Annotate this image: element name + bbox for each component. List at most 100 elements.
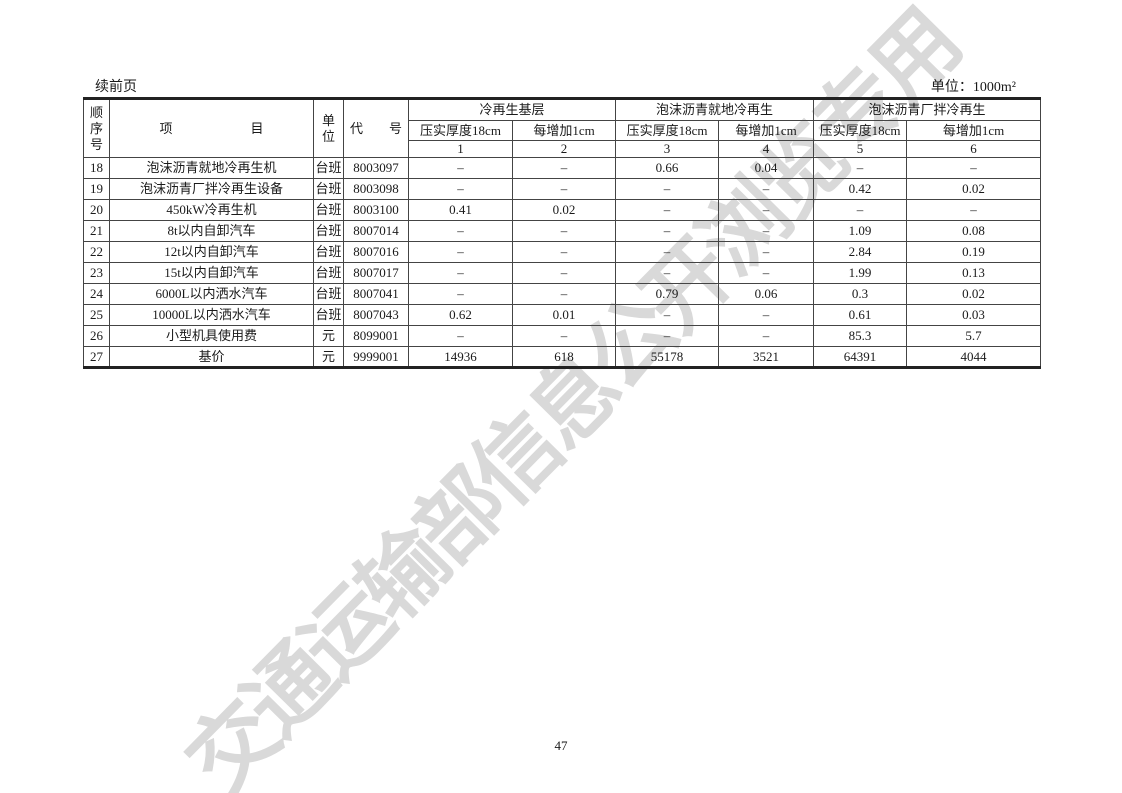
continued-label: 续前页 — [95, 80, 137, 95]
table-row: 23 15t以内自卸汽车 台班 8007017 – – – – 1.99 0.1… — [83, 262, 1042, 284]
cell-code: 8007016 — [343, 241, 409, 263]
cell-unit: 台班 — [313, 178, 344, 200]
header-unit: 单位 — [313, 98, 344, 158]
cell-seq: 26 — [83, 325, 110, 347]
cell-value: 0.03 — [906, 304, 1042, 326]
cell-value: 0.02 — [906, 178, 1042, 200]
cell-seq: 20 — [83, 199, 110, 221]
cell-seq: 25 — [83, 304, 110, 326]
cell-value: 0.3 — [813, 283, 908, 305]
cell-value: – — [511, 283, 617, 305]
cell-value: – — [615, 199, 720, 221]
cell-code: 8003100 — [343, 199, 409, 221]
header-colnum-1: 1 — [408, 140, 513, 158]
cell-code: 8003097 — [343, 157, 409, 179]
cell-unit: 台班 — [313, 283, 344, 305]
cell-item: 450kW冷再生机 — [109, 199, 314, 221]
header-group-foamed-asphalt-plant-mixed: 泡沫沥青厂拌冷再生 — [813, 98, 1042, 121]
header-seq-no-label: 顺序号 — [89, 104, 103, 152]
cell-value: – — [408, 262, 513, 284]
cell-value: – — [408, 178, 513, 200]
cell-value: – — [615, 304, 720, 326]
cell-value: – — [408, 325, 513, 347]
rate-table: 顺序号 项 目 单位 代 号 冷再生基层 泡沫沥青就地冷再生 泡沫沥青厂拌冷再生… — [83, 97, 1042, 369]
header-subcol-2: 每增加1cm — [511, 120, 617, 141]
cell-value: 0.01 — [511, 304, 617, 326]
cell-unit: 台班 — [313, 241, 344, 263]
cell-value: 0.06 — [718, 283, 815, 305]
cell-value: 85.3 — [813, 325, 908, 347]
table-row: 24 6000L以内洒水汽车 台班 8007041 – – 0.79 0.06 … — [83, 283, 1042, 305]
cell-value: – — [813, 157, 908, 179]
cell-value: – — [408, 220, 513, 242]
header-colnum-2: 2 — [511, 140, 617, 158]
cell-item: 8t以内自卸汽车 — [109, 220, 314, 242]
cell-item: 6000L以内洒水汽车 — [109, 283, 314, 305]
table-row: 21 8t以内自卸汽车 台班 8007014 – – – – 1.09 0.08 — [83, 220, 1042, 242]
cell-value: – — [718, 262, 815, 284]
header-item: 项 目 — [109, 98, 314, 158]
header-seq-no: 顺序号 — [83, 98, 110, 158]
header-colnum-4: 4 — [718, 140, 815, 158]
cell-item: 小型机具使用费 — [109, 325, 314, 347]
cell-seq: 22 — [83, 241, 110, 263]
cell-value: – — [718, 304, 815, 326]
cell-value: – — [408, 241, 513, 263]
cell-item: 泡沫沥青就地冷再生机 — [109, 157, 314, 179]
cell-value: 2.84 — [813, 241, 908, 263]
cell-value: – — [511, 262, 617, 284]
cell-value: 0.19 — [906, 241, 1042, 263]
cell-value: 618 — [511, 346, 617, 368]
cell-value: 0.62 — [408, 304, 513, 326]
cell-value: – — [408, 157, 513, 179]
cell-unit: 台班 — [313, 199, 344, 221]
cell-unit: 台班 — [313, 220, 344, 242]
table-row: 25 10000L以内洒水汽车 台班 8007043 0.62 0.01 – –… — [83, 304, 1042, 326]
cell-value: – — [511, 178, 617, 200]
header-subcol-3: 压实厚度18cm — [615, 120, 720, 141]
header-colnum-6: 6 — [906, 140, 1042, 158]
cell-seq: 23 — [83, 262, 110, 284]
cell-value: 0.79 — [615, 283, 720, 305]
cell-seq: 27 — [83, 346, 110, 368]
cell-item: 基价 — [109, 346, 314, 368]
header-group-cold-recycled-base: 冷再生基层 — [407, 98, 617, 121]
cell-value: 0.66 — [615, 157, 720, 179]
cell-value: – — [615, 220, 720, 242]
cell-value: 0.13 — [906, 262, 1042, 284]
cell-value: 0.61 — [813, 304, 908, 326]
cell-value: 3521 — [718, 346, 815, 368]
cell-code: 9999001 — [343, 346, 409, 368]
cell-code: 8007041 — [343, 283, 409, 305]
cell-value: – — [906, 157, 1042, 179]
header-unit-label: 单位 — [321, 112, 335, 144]
header-subcol-5: 压实厚度18cm — [813, 120, 908, 141]
cell-value: – — [718, 325, 815, 347]
cell-value: – — [615, 325, 720, 347]
cell-seq: 21 — [83, 220, 110, 242]
cell-value: – — [718, 220, 815, 242]
cell-code: 8007043 — [343, 304, 409, 326]
cell-value: – — [906, 199, 1042, 221]
cell-value: – — [511, 325, 617, 347]
cell-value: – — [511, 241, 617, 263]
table-row: 20 450kW冷再生机 台班 8003100 0.41 0.02 – – – … — [83, 199, 1042, 221]
cell-value: – — [408, 283, 513, 305]
table-row: 19 泡沫沥青厂拌冷再生设备 台班 8003098 – – – – 0.42 0… — [83, 178, 1042, 200]
cell-code: 8007014 — [343, 220, 409, 242]
cell-value: – — [615, 178, 720, 200]
cell-unit: 台班 — [313, 262, 344, 284]
cell-code: 8003098 — [343, 178, 409, 200]
cell-value: 5.7 — [906, 325, 1042, 347]
header-colnum-5: 5 — [813, 140, 908, 158]
cell-unit: 台班 — [313, 157, 344, 179]
header-group-foamed-asphalt-in-place: 泡沫沥青就地冷再生 — [615, 98, 815, 121]
header-colnum-3: 3 — [615, 140, 720, 158]
cell-item: 15t以内自卸汽车 — [109, 262, 314, 284]
cell-value: 1.99 — [813, 262, 908, 284]
cell-value: 64391 — [813, 346, 908, 368]
cell-value: – — [718, 241, 815, 263]
cell-value: – — [511, 157, 617, 179]
cell-value: 0.08 — [906, 220, 1042, 242]
